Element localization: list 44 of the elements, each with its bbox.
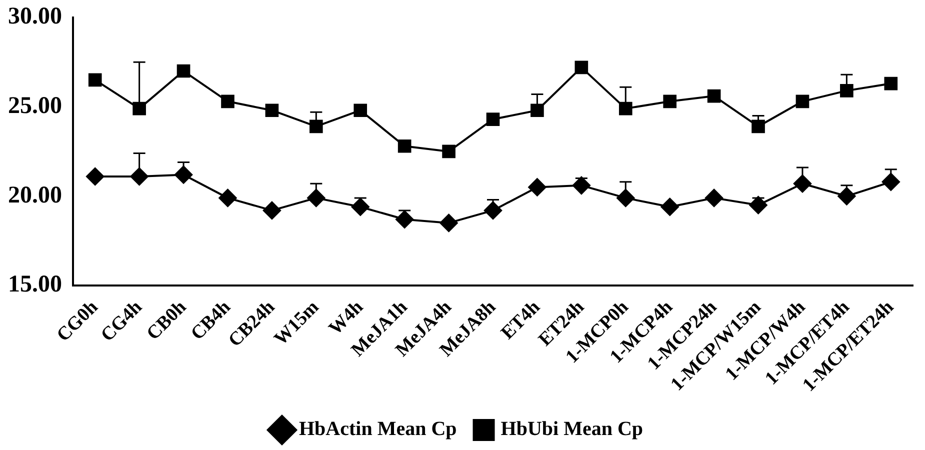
point — [221, 94, 234, 108]
point — [310, 120, 323, 134]
point — [752, 120, 765, 134]
y-tick-label: 15.00 — [8, 272, 62, 298]
point — [882, 172, 900, 191]
point — [262, 201, 281, 220]
point — [572, 176, 590, 194]
point — [176, 64, 190, 78]
y-tick-label: 20.00 — [8, 182, 62, 208]
point — [265, 104, 279, 118]
point — [442, 144, 456, 158]
point — [354, 104, 368, 118]
point — [396, 210, 414, 228]
point — [132, 102, 146, 116]
legend-label: HbUbi Mean Cp — [500, 418, 644, 440]
point — [130, 167, 148, 186]
point — [174, 166, 193, 184]
point — [749, 196, 768, 214]
point — [663, 94, 676, 108]
point — [528, 178, 546, 196]
point — [486, 112, 500, 126]
point — [218, 188, 237, 207]
point — [616, 188, 635, 207]
point — [618, 102, 632, 116]
point — [793, 174, 812, 193]
point — [88, 73, 102, 87]
point — [707, 89, 721, 103]
y-tick-label: 30.00 — [8, 4, 62, 30]
point — [705, 188, 724, 207]
point — [86, 167, 104, 186]
y-tick-label: 25.00 — [8, 92, 62, 119]
point — [840, 84, 854, 98]
point — [351, 198, 370, 216]
point — [884, 76, 898, 90]
point — [398, 139, 412, 153]
point — [660, 198, 679, 216]
point — [307, 188, 326, 207]
legend-label: HbActin Mean Cp — [298, 418, 457, 440]
point — [440, 214, 458, 232]
point — [530, 104, 544, 118]
point — [838, 187, 856, 206]
point — [484, 201, 502, 220]
point — [796, 94, 810, 108]
point — [574, 60, 588, 74]
